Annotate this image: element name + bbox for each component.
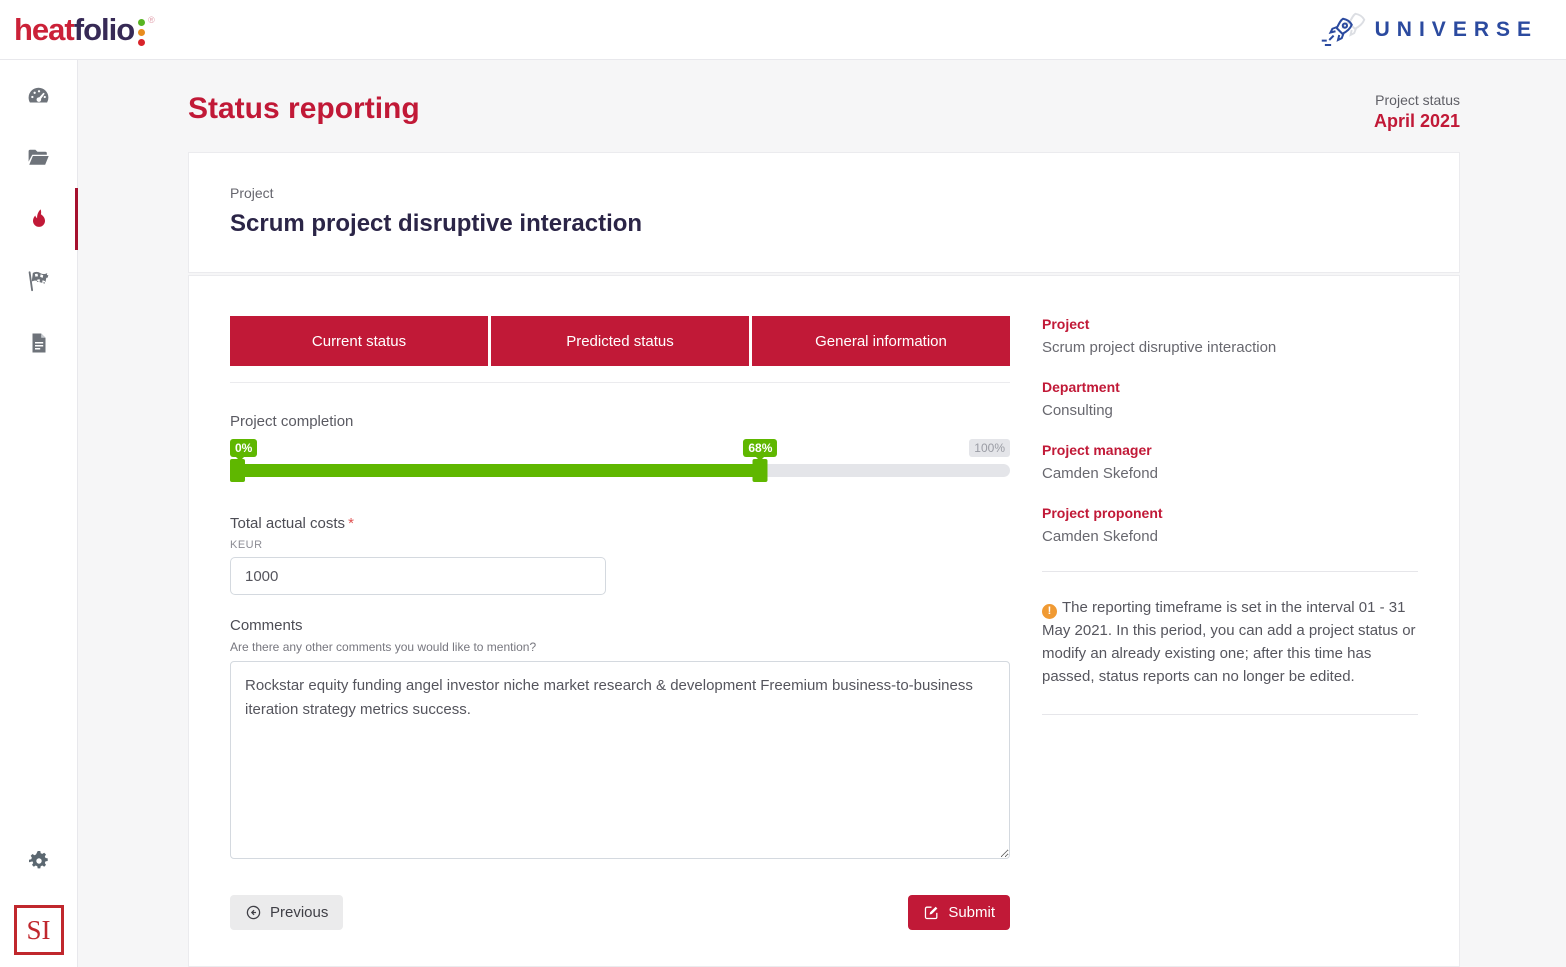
tab-current-status[interactable]: Current status	[230, 316, 488, 366]
dashboard-icon	[28, 87, 49, 102]
sidebar-item-heat[interactable]	[0, 188, 78, 250]
edit-icon	[925, 906, 938, 920]
warning-icon: !	[1042, 604, 1057, 619]
logo-heat-text: heat	[14, 11, 75, 47]
universe-wordmark: UNIVERSE	[1374, 17, 1538, 41]
logo-dot-red	[138, 38, 146, 46]
active-nav-indicator	[74, 188, 78, 250]
heat-flame-icon	[32, 209, 45, 227]
page-header: Status reporting Project status April 20…	[188, 90, 1460, 132]
status-form-card: Current status Predicted status General …	[188, 275, 1460, 967]
sidebar-item-reports[interactable]	[0, 312, 78, 374]
total-costs-label-text: Total actual costs	[230, 515, 346, 532]
required-asterisk: *	[348, 515, 354, 532]
project-card: Project Scrum project disruptive interac…	[188, 152, 1460, 273]
logo-dot-orange	[138, 28, 146, 36]
page-title: Status reporting	[188, 92, 420, 125]
tab-predicted-status[interactable]: Predicted status	[491, 316, 749, 366]
comments-label: Comments	[230, 617, 303, 634]
reporting-timeframe-notice: ! The reporting timeframe is set in the i…	[1042, 596, 1418, 688]
sidebar: SI	[0, 60, 78, 967]
detail-project-value: Scrum project disruptive interaction	[1042, 339, 1277, 356]
sidebar-item-milestones[interactable]	[0, 250, 78, 312]
tab-general-information[interactable]: General information	[752, 316, 1010, 366]
detail-project-manager-label: Project manager	[1042, 442, 1152, 458]
detail-project-proponent-value: Camden Skefond	[1042, 528, 1158, 545]
previous-button[interactable]: Previous	[230, 895, 344, 930]
project-card-label: Project	[230, 185, 274, 201]
total-costs-input[interactable]	[230, 557, 606, 595]
detail-department: Department Consulting	[1042, 379, 1418, 419]
form-actions: Previous Submit	[230, 895, 1010, 930]
rocket-icon	[1321, 12, 1365, 46]
project-card-name: Scrum project disruptive interaction	[230, 210, 643, 237]
logo-dot-green	[138, 18, 146, 26]
details-divider-top	[1042, 571, 1418, 572]
detail-project-proponent: Project proponent Camden Skefond	[1042, 505, 1418, 545]
completion-handle-current[interactable]	[752, 459, 768, 482]
completion-handle-min[interactable]	[230, 459, 245, 482]
completion-label: Project completion	[230, 413, 354, 430]
reporting-timeframe-notice-text: The reporting timeframe is set in the in…	[1042, 599, 1416, 685]
logo-folio-text: folio	[73, 11, 135, 47]
main-content: Status reporting Project status April 20…	[78, 60, 1566, 967]
logo-wordmark: heatfolio	[14, 11, 135, 47]
detail-project-manager: Project manager Camden Skefond	[1042, 442, 1418, 482]
total-costs-unit: KEUR	[230, 539, 263, 551]
project-details-panel: Project Scrum project disruptive interac…	[1042, 316, 1418, 930]
detail-department-label: Department	[1042, 379, 1120, 395]
gear-icon	[28, 851, 48, 869]
comments-textarea[interactable]: Rockstar equity funding angel investor n…	[230, 661, 1010, 859]
report-period-label: Project status	[1375, 92, 1460, 108]
form-column: Current status Predicted status General …	[230, 316, 1010, 930]
top-bar: heatfolio ® UNIVERSE	[0, 0, 1566, 60]
detail-project-label: Project	[1042, 316, 1090, 332]
completion-badge-current: 68%	[743, 439, 778, 461]
sidebar-item-dashboard[interactable]	[0, 64, 78, 126]
completion-track[interactable]	[230, 464, 1010, 477]
submit-button[interactable]: Submit	[908, 895, 1010, 930]
submit-button-label: Submit	[948, 904, 995, 921]
si-logo[interactable]: SI	[13, 905, 64, 955]
detail-department-value: Consulting	[1042, 402, 1113, 419]
sidebar-item-settings[interactable]	[0, 841, 78, 881]
detail-project-manager-value: Camden Skefond	[1042, 465, 1158, 482]
detail-project-proponent-label: Project proponent	[1042, 505, 1163, 521]
si-logo-text: SI	[26, 914, 51, 945]
milestones-flag-icon	[28, 271, 48, 292]
previous-button-label: Previous	[270, 904, 329, 921]
completion-badge-min: 0%	[230, 439, 258, 461]
comments-hint: Are there any other comments you would l…	[230, 640, 537, 654]
detail-project: Project Scrum project disruptive interac…	[1042, 316, 1418, 356]
heatfolio-logo[interactable]: heatfolio ®	[14, 11, 155, 47]
arrow-left-circle-icon	[246, 905, 261, 920]
details-divider-bottom	[1042, 714, 1418, 715]
completion-badge-max: 100%	[969, 439, 1010, 457]
sidebar-item-projects[interactable]	[0, 126, 78, 188]
report-period: Project status April 2021	[1374, 92, 1460, 132]
logo-dots-icon	[138, 18, 146, 46]
projects-folder-icon	[28, 149, 49, 165]
completion-fill	[230, 464, 761, 477]
reports-document-icon	[32, 333, 45, 353]
completion-slider: 0% 68% 100%	[230, 439, 1010, 487]
universe-logo: UNIVERSE	[1317, 10, 1538, 50]
total-costs-label: Total actual costs *	[230, 515, 1010, 532]
status-tabs: Current status Predicted status General …	[230, 316, 1010, 366]
registered-mark: ®	[148, 14, 155, 25]
tabs-divider	[230, 382, 1010, 383]
report-period-value: April 2021	[1373, 111, 1460, 131]
